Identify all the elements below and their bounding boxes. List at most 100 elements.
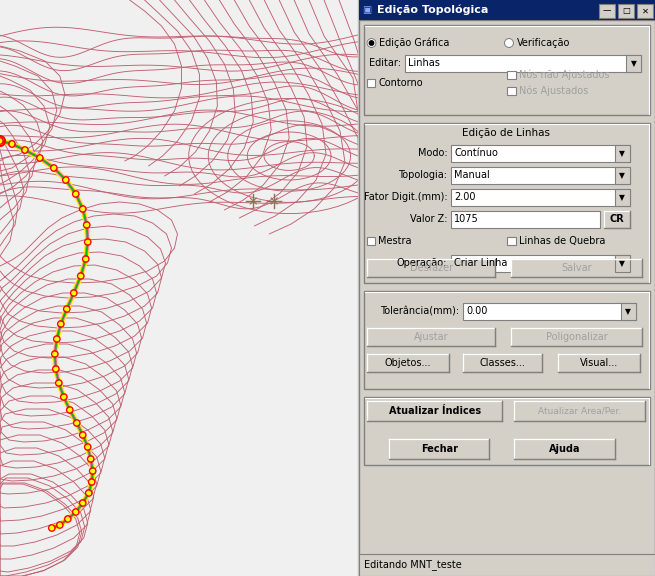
Text: Ajustar: Ajustar: [414, 332, 449, 342]
Bar: [615, 167, 630, 184]
Text: Desfazer: Desfazer: [409, 263, 453, 273]
Circle shape: [79, 275, 83, 278]
Bar: [451, 211, 600, 228]
Text: Nós Ajustados: Nós Ajustados: [519, 86, 588, 96]
Text: ▼: ▼: [631, 59, 637, 68]
Text: ✕: ✕: [641, 6, 648, 16]
Bar: [615, 189, 630, 206]
Circle shape: [86, 445, 89, 449]
Circle shape: [85, 223, 88, 226]
Text: Valor Z:: Valor Z:: [410, 214, 447, 224]
Text: Modo:: Modo:: [418, 148, 447, 158]
Text: Topologia:: Topologia:: [398, 170, 447, 180]
Text: Salvar: Salvar: [561, 263, 592, 273]
Text: Linhas: Linhas: [408, 59, 440, 69]
Bar: [405, 55, 641, 72]
Text: Editar:: Editar:: [369, 58, 401, 68]
Text: Tolerância(mm):: Tolerância(mm):: [380, 306, 459, 316]
Bar: [615, 255, 630, 272]
Text: □: □: [622, 6, 630, 16]
Circle shape: [68, 408, 71, 411]
Circle shape: [58, 524, 62, 526]
Text: Manual: Manual: [455, 170, 490, 180]
Text: ▼: ▼: [620, 193, 626, 202]
Bar: [451, 189, 630, 206]
Bar: [621, 303, 636, 320]
Circle shape: [74, 510, 77, 513]
Bar: [508, 237, 515, 245]
Circle shape: [369, 41, 374, 45]
Text: Fator Digit.(mm):: Fator Digit.(mm):: [364, 192, 447, 202]
Circle shape: [74, 192, 77, 195]
Text: Edição Topológica: Edição Topológica: [377, 5, 489, 15]
Text: ▼: ▼: [620, 259, 626, 268]
Circle shape: [72, 291, 75, 294]
Circle shape: [62, 396, 66, 399]
Bar: [367, 328, 495, 346]
Bar: [364, 25, 650, 115]
Text: Editando MNT_teste: Editando MNT_teste: [364, 559, 462, 570]
Text: Visual...: Visual...: [580, 358, 618, 368]
Bar: [451, 255, 630, 272]
Bar: [367, 79, 375, 87]
Bar: [637, 4, 653, 18]
Circle shape: [53, 353, 56, 355]
Bar: [604, 211, 630, 228]
Circle shape: [75, 422, 78, 425]
Circle shape: [89, 457, 92, 460]
Circle shape: [81, 434, 84, 437]
Text: Edição Gráfica: Edição Gráfica: [379, 38, 449, 48]
Text: Poligonalizar: Poligonalizar: [546, 332, 608, 342]
Circle shape: [66, 517, 69, 521]
Circle shape: [52, 166, 55, 169]
Text: Verificação: Verificação: [517, 38, 570, 48]
Circle shape: [55, 338, 58, 340]
Text: Ajuda: Ajuda: [549, 444, 580, 454]
Text: ▼: ▼: [626, 307, 631, 316]
Bar: [367, 259, 495, 277]
Text: Mestra: Mestra: [378, 236, 411, 246]
Bar: [389, 439, 489, 459]
Circle shape: [24, 149, 26, 151]
Bar: [364, 123, 650, 283]
Text: CR: CR: [610, 214, 624, 225]
Text: Objetos...: Objetos...: [385, 358, 432, 368]
Bar: [359, 0, 655, 20]
Circle shape: [60, 323, 62, 325]
Circle shape: [0, 139, 1, 142]
Circle shape: [66, 308, 68, 310]
Circle shape: [91, 469, 94, 472]
Bar: [557, 354, 640, 372]
Bar: [508, 71, 515, 79]
Bar: [367, 354, 449, 372]
Text: ▼: ▼: [620, 171, 626, 180]
Bar: [508, 87, 515, 95]
Bar: [367, 237, 375, 245]
Circle shape: [367, 39, 376, 47]
Circle shape: [87, 491, 90, 495]
Bar: [512, 328, 642, 346]
Circle shape: [64, 179, 67, 181]
Circle shape: [50, 526, 53, 529]
Bar: [512, 259, 642, 277]
Text: Fechar: Fechar: [421, 444, 458, 454]
Text: ▣: ▣: [362, 5, 371, 15]
Circle shape: [81, 207, 84, 210]
Text: Criar Linha: Criar Linha: [455, 259, 508, 268]
Circle shape: [90, 480, 93, 483]
Bar: [364, 291, 650, 389]
Circle shape: [54, 367, 58, 370]
Bar: [626, 55, 641, 72]
Bar: [618, 4, 634, 18]
Bar: [451, 145, 630, 162]
Circle shape: [86, 241, 89, 244]
Text: Atualizar Índices: Atualizar Índices: [388, 406, 481, 416]
Bar: [514, 401, 645, 421]
Bar: [514, 439, 615, 459]
Text: Linhas de Quebra: Linhas de Quebra: [519, 236, 605, 246]
Circle shape: [58, 381, 60, 385]
Bar: [451, 167, 630, 184]
Text: Operação:: Operação:: [397, 258, 447, 268]
Text: Nós não Ajustados: Nós não Ajustados: [519, 70, 609, 80]
Text: Contorno: Contorno: [378, 78, 422, 88]
